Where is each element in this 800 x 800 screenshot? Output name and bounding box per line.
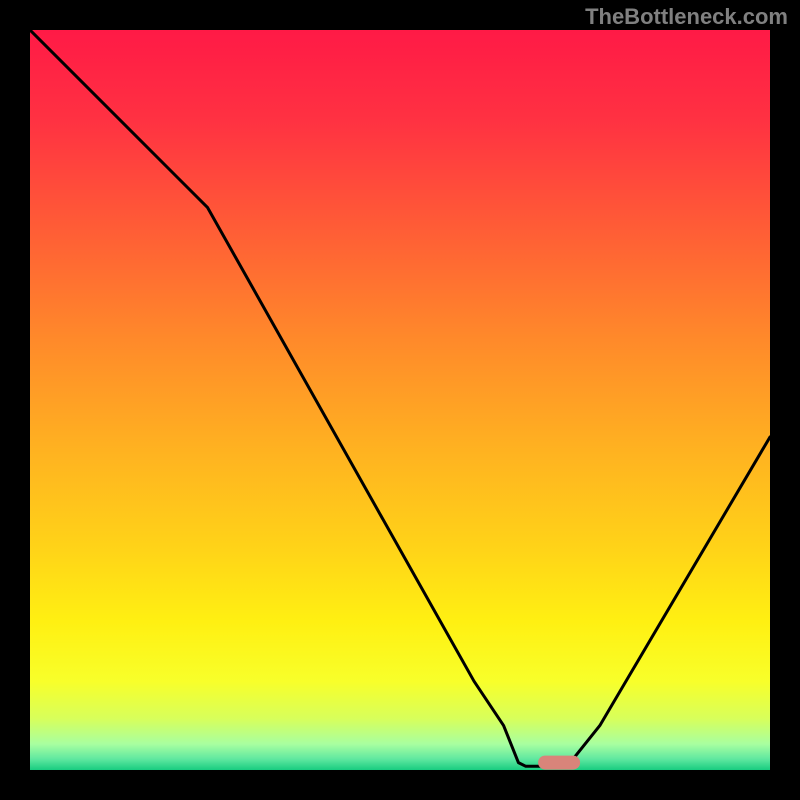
optimal-marker (538, 756, 580, 770)
plot-area (30, 30, 770, 770)
chart-container: TheBottleneck.com (0, 0, 800, 800)
watermark-text: TheBottleneck.com (585, 4, 788, 30)
chart-svg (30, 30, 770, 770)
